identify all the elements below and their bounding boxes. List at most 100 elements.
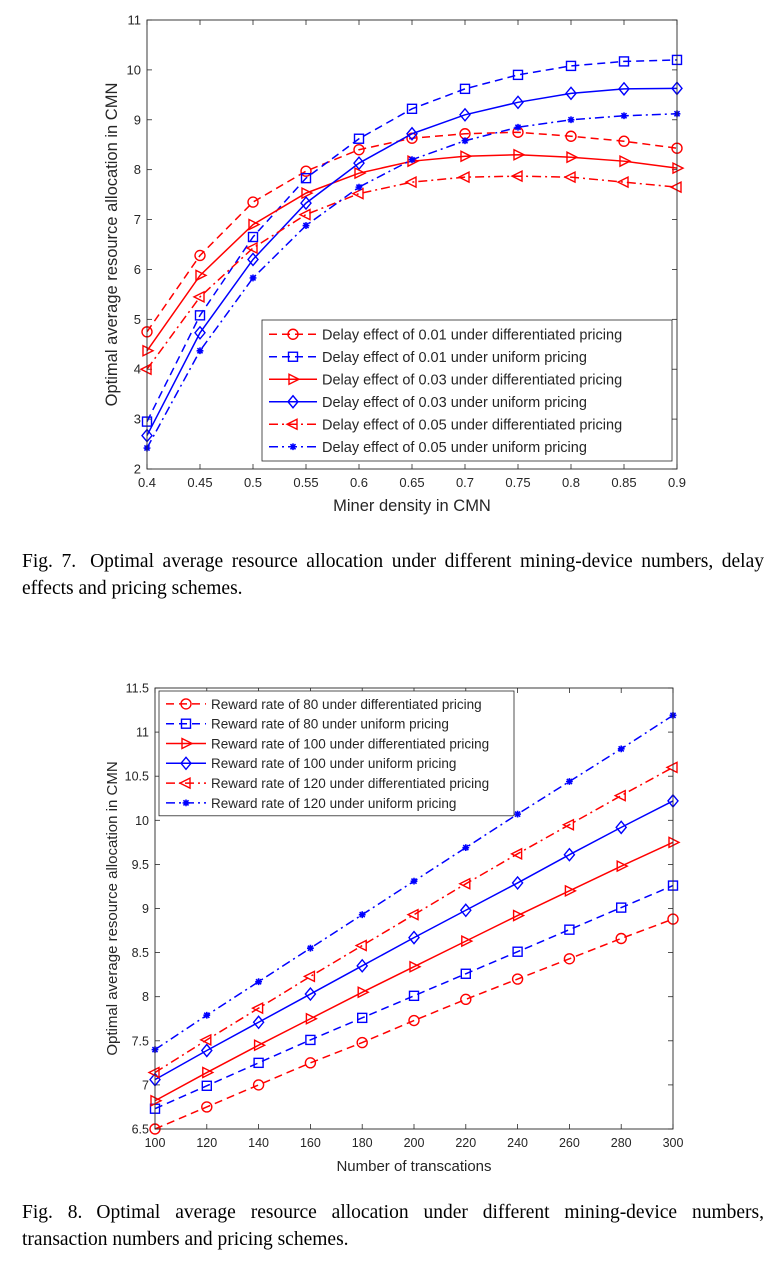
chart7-y-tick-label: 4: [134, 362, 141, 377]
chart7-legend-label-6: Delay effect of 0.05 under uniform prici…: [322, 440, 587, 456]
chart8-series-1-point: [252, 1079, 265, 1091]
chart7-series-1-point: [194, 249, 206, 262]
chart7-series-line-4: [146, 87, 678, 436]
chart8-y-tick-label: 9.5: [132, 858, 149, 872]
figure-8-caption: Fig. 8. Optimal average resource allocati…: [22, 1199, 764, 1253]
chart7-legend-marker-3: [288, 373, 301, 386]
chart7-series-5-point: [404, 176, 417, 189]
chart8-series-1-point: [304, 1057, 317, 1069]
chart7-series-3-point: [248, 218, 261, 231]
chart7-x-tick-label: 0.5: [244, 475, 262, 490]
chart7-x-tick-label: 0.75: [505, 475, 530, 490]
chart7-series-6-point: [461, 137, 469, 145]
chart7-series-line-1: [146, 131, 678, 333]
chart7-series-3-point: [354, 167, 367, 180]
chart7-x-tick-label: 0.4: [138, 475, 156, 490]
chart7-series-4-point: [618, 81, 630, 96]
chart8-legend: Reward rate of 80 under differentiated p…: [158, 690, 515, 817]
chart7-series-3-point: [566, 151, 579, 164]
chart8-legend-marker-1: [180, 698, 192, 710]
chart8-legend-marker-5: [178, 776, 191, 790]
chart8-series-5-point: [458, 877, 471, 890]
chart8-series-1-point: [563, 953, 576, 965]
chart7-x-tick-label: 0.9: [668, 475, 686, 490]
chart7-series-2-point: [406, 103, 418, 115]
chart8-series-5-point: [510, 847, 523, 860]
chart8-series-6-point: [255, 978, 262, 986]
chart7-series-4-point: [512, 95, 524, 110]
chart8-x-tick-label: 100: [145, 1136, 166, 1150]
chart7-series-4-point: [565, 86, 577, 101]
chart8-series-3-point: [150, 1094, 163, 1107]
chart8-series-line-4: [154, 800, 674, 1081]
chart7-y-tick-label: 10: [127, 62, 141, 77]
chart8-series-6-point: [358, 911, 366, 919]
chart8-legend-label-4: Reward rate of 100 under uniform pricing: [211, 756, 456, 771]
chart7-y-tick-label: 6: [134, 262, 141, 277]
chart8-series-3-point: [305, 1012, 318, 1025]
chart8-series-3-point: [202, 1066, 215, 1079]
chart7-series-6-point: [196, 347, 204, 355]
chart7-series-2-point: [459, 83, 471, 95]
chart7-series-line-5: [146, 175, 678, 370]
chart7-series-2-point: [300, 172, 312, 184]
chart8-series-3-point: [616, 860, 629, 873]
chart8-series-1-point: [615, 932, 627, 945]
chart8-series-5-point: [406, 908, 419, 921]
chart8-y-tick-label: 10.5: [125, 770, 149, 784]
chart7-series-5-point: [669, 180, 682, 194]
figure-7-chart: 0.4 0.45 0.5 0.55 0.6 0.65 0.7 0.75 0.8 0.85 0.9 2 3…: [103, 13, 686, 516]
chart7-legend-label-4: Delay effect of 0.03 under uniform prici…: [322, 395, 587, 411]
chart7-series-5-point: [457, 171, 470, 184]
chart7-series-1-point: [353, 144, 365, 156]
chart7-legend-label-3: Delay effect of 0.03 under differentiate…: [322, 372, 622, 388]
chart8-y-tick-label: 8: [142, 990, 149, 1004]
chart7-y-axis-label: Optimal average resource allocation in C…: [103, 83, 121, 407]
chart8-series-3-point: [357, 986, 370, 999]
chart8-series-2-point: [357, 1012, 368, 1024]
figure-7-caption-text: Optimal average resource allocation unde…: [22, 551, 765, 599]
chart7-series-3-point: [195, 269, 208, 282]
chart7-series-4-point: [300, 195, 312, 211]
chart8-legend-label-3: Reward rate of 100 under differentiated …: [211, 736, 489, 751]
chart8-series-1-point: [201, 1101, 213, 1113]
chart8-legend-label-2: Reward rate of 80 under uniform pricing: [211, 717, 449, 732]
chart7-series-4-point: [353, 156, 365, 171]
chart7-legend-marker-6: [289, 443, 297, 451]
chart8-legend-label-1: Reward rate of 80 under differentiated p…: [211, 697, 482, 712]
chart7-series-5-point: [563, 171, 576, 184]
chart8-x-tick-label: 240: [507, 1136, 528, 1150]
chart8-x-tick-label: 200: [404, 1136, 425, 1150]
chart8-series-5-point: [354, 939, 367, 952]
chart8-series-5-point: [613, 789, 626, 802]
chart7-series-6-point: [514, 123, 522, 131]
chart8-x-tick-label: 260: [559, 1136, 580, 1150]
chart8-series-3-point: [668, 836, 681, 849]
figure-7-caption: Fig. 7. Optimal average resource allocati…: [22, 548, 764, 602]
chart8-series-3-point: [409, 960, 422, 973]
chart8-series-6-point: [410, 877, 418, 885]
chart7-series-5-point: [245, 241, 258, 255]
chart8-series-1-point: [511, 973, 524, 985]
chart8-series-6-point: [514, 810, 521, 818]
chart7-series-3-point: [301, 186, 314, 200]
chart7-x-axis-label: Miner density in CMN: [333, 497, 491, 515]
chart7-series-5-point: [351, 187, 364, 200]
chart7-series-2-point: [353, 133, 365, 144]
chart8-series-6-point: [617, 745, 625, 753]
chart8-y-tick-label: 8.5: [132, 946, 149, 960]
chart8-series-6-point: [203, 1011, 211, 1019]
chart8-series-line-2: [154, 884, 674, 1110]
chart8-y-tick-label: 11.5: [126, 682, 149, 696]
chart7-y-tick-label: 11: [128, 13, 142, 28]
chart7-series-3-point: [513, 148, 526, 161]
figure-8-caption-text: Optimal average resource allocation unde…: [22, 1202, 764, 1250]
chart7-y-tick-label: 7: [134, 212, 141, 227]
chart8-series-2-point: [201, 1080, 213, 1091]
chart7-legend-label-2: Delay effect of 0.01 under uniform prici…: [322, 350, 587, 366]
chart8-legend-marker-2: [180, 718, 192, 729]
chart7-series-6-point: [567, 116, 575, 124]
chart8-legend-label-6: Reward rate of 120 under uniform pricing: [211, 796, 456, 811]
chart7-axes-frame: [146, 19, 678, 470]
chart8-series-group: [147, 711, 681, 1135]
